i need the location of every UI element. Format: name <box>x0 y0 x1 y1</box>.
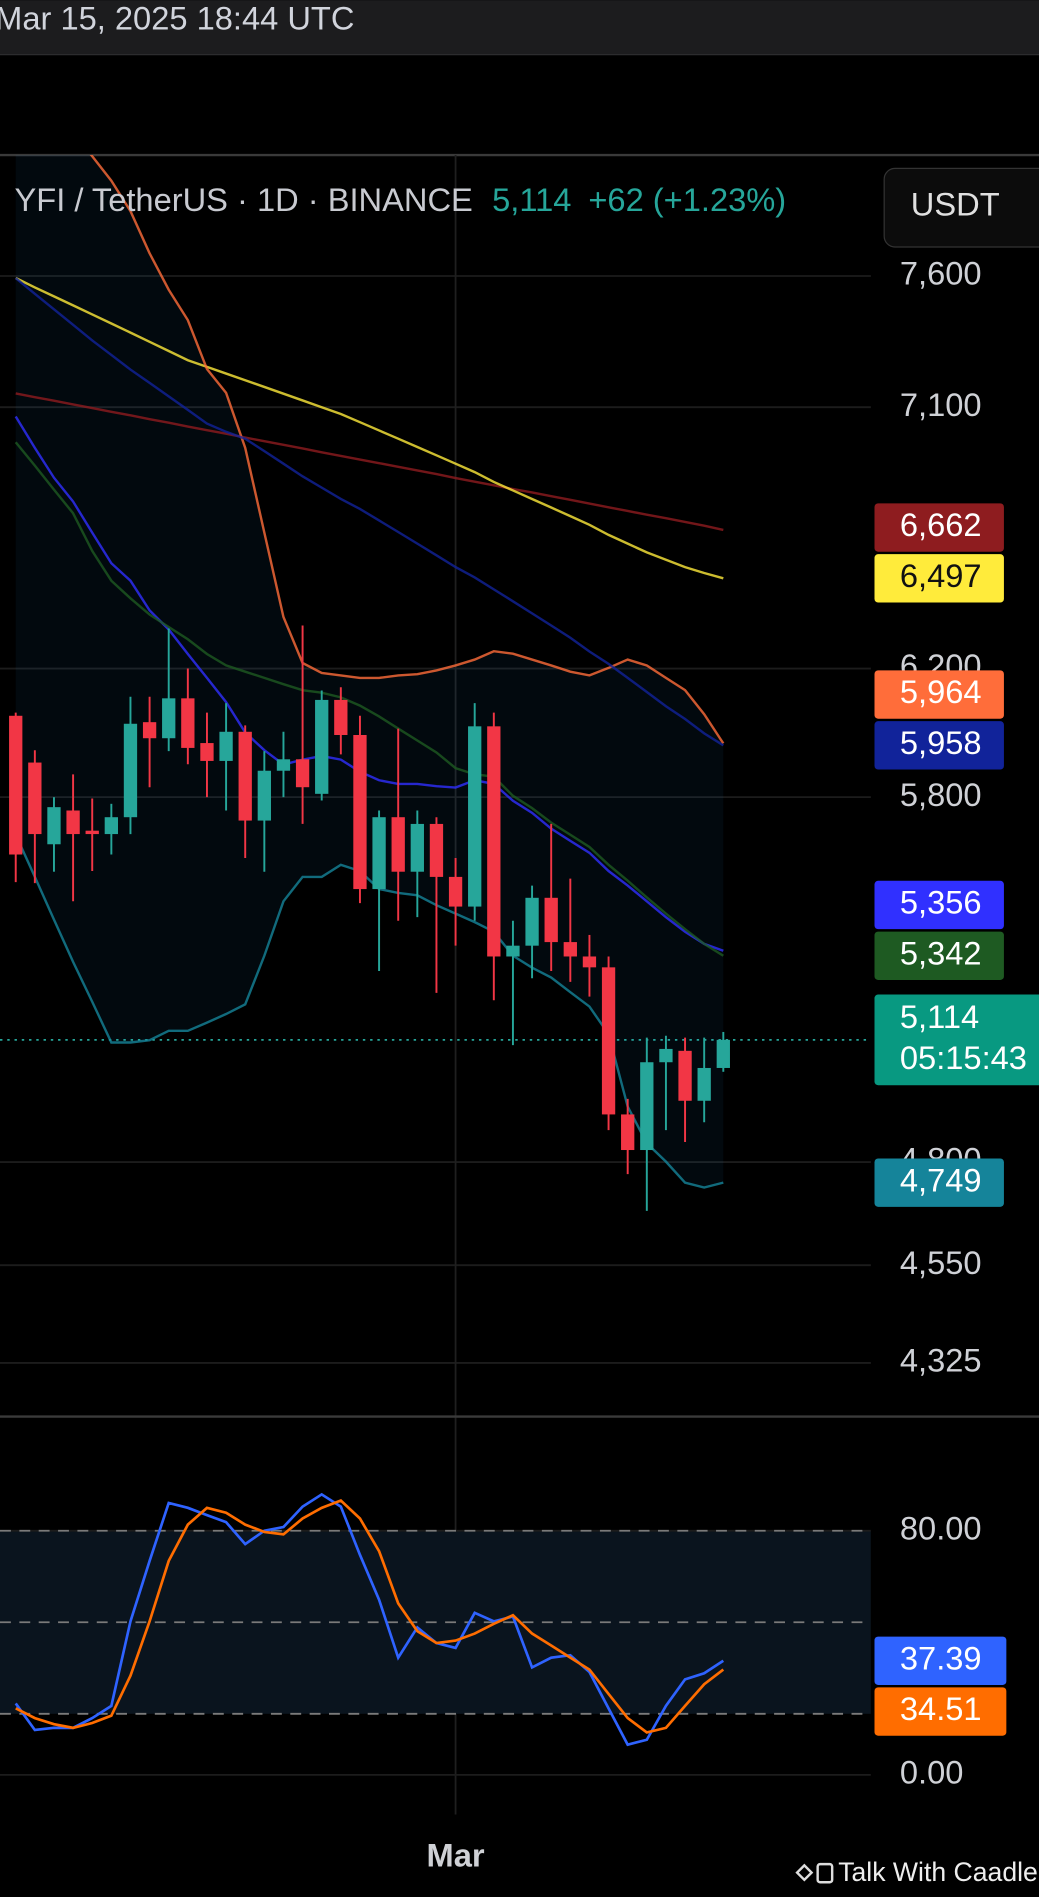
badge-label: 5,958 <box>900 724 982 761</box>
indicator-line <box>14 415 724 952</box>
candle-body <box>200 743 214 761</box>
candle-body <box>448 876 463 907</box>
price-badge <box>874 503 1004 552</box>
price-grid <box>0 155 871 1815</box>
candle-body <box>391 817 405 872</box>
candle-body <box>276 759 291 771</box>
candle-body <box>525 897 539 946</box>
candle-body <box>678 1050 692 1101</box>
price-badge <box>874 554 1004 603</box>
candle-body <box>659 1048 673 1063</box>
currency-button[interactable] <box>883 167 1039 248</box>
datetime: Mar 15, 2025 18:44 UTC <box>0 0 354 36</box>
y-tick-label: 7,600 <box>900 255 982 292</box>
price-badge <box>874 931 1004 980</box>
price-badge <box>874 670 1004 719</box>
currency[interactable]: USDT <box>911 186 1000 223</box>
candle-body <box>487 726 501 957</box>
candle-body <box>410 823 424 872</box>
y-tick-label: 7,100 <box>900 386 982 423</box>
footer-text: Talk With Caadle <box>838 1857 1038 1887</box>
candle-body <box>621 1114 635 1151</box>
candle-body <box>47 807 61 845</box>
price-badge <box>874 1158 1004 1207</box>
candle-body <box>601 967 616 1115</box>
candle-body <box>429 823 444 877</box>
candle-body <box>697 1067 711 1101</box>
candle-body <box>181 698 195 748</box>
candle-body <box>66 810 80 835</box>
candle-body <box>162 698 176 739</box>
candle-body <box>716 1039 730 1068</box>
last-price: 5,114 <box>492 181 571 218</box>
price-badges: 4,749 5,114 05:15:43 5,342 5,356 5,958 5,964 6,… <box>874 503 1039 1736</box>
top-bar <box>0 0 1039 55</box>
badge-label: 4,749 <box>900 1161 982 1198</box>
y-tick-label: 80.00 <box>900 1509 982 1546</box>
candle-body <box>334 699 348 736</box>
badge-label: 5,356 <box>900 884 982 921</box>
oscillator-plot <box>0 1492 871 1776</box>
price-badge <box>874 1636 1007 1685</box>
candle-body <box>219 731 233 761</box>
oscillator-line <box>15 1498 725 1734</box>
candle-body <box>315 699 329 794</box>
candle-body <box>257 770 271 821</box>
badge-label: 34.51 <box>900 1690 982 1727</box>
price-plot <box>9 155 730 1211</box>
indicator-line <box>89 155 725 745</box>
x-tick-label: Mar <box>427 1837 485 1874</box>
candle-body <box>238 731 252 821</box>
oscillator-line <box>14 1492 725 1747</box>
price-badge <box>874 1687 1007 1736</box>
price-badge <box>874 721 1004 770</box>
y-tick-label: 0.00 <box>900 1753 964 1790</box>
candle-body <box>295 759 310 788</box>
candle-body <box>506 945 520 957</box>
badge-label: 6,497 <box>900 557 982 594</box>
candle-body <box>85 830 99 835</box>
badge-label: 6,662 <box>900 506 982 543</box>
indicator-line <box>15 392 724 532</box>
y-tick-label: 4,550 <box>900 1244 982 1281</box>
candle-body <box>9 715 23 855</box>
price-badge <box>874 994 1039 1086</box>
price-badge <box>874 880 1004 930</box>
candle-body <box>582 956 597 968</box>
badge-label: 5,342 <box>900 934 982 971</box>
candle-body <box>640 1062 654 1151</box>
candle-body <box>563 942 577 957</box>
candle-body <box>104 817 118 835</box>
badge-label: 05:15:43 <box>900 1039 1027 1076</box>
candle-body <box>544 897 558 943</box>
candle-body <box>468 726 482 907</box>
indicator-line <box>14 277 724 747</box>
y-tick-label: 5,800 <box>900 776 982 813</box>
badge-label: 37.39 <box>900 1639 982 1676</box>
price-change: +62 (+1.23%) <box>588 181 786 218</box>
candle-body <box>353 735 367 890</box>
indicator-line <box>14 441 724 957</box>
indicator-line <box>15 276 724 580</box>
y-tick-label: 4,325 <box>900 1342 982 1379</box>
candle-body <box>142 722 157 739</box>
candle-body <box>123 723 138 818</box>
badge-label: 5,114 <box>900 998 979 1035</box>
candle-body <box>372 817 386 890</box>
badge-label: 5,964 <box>900 673 982 710</box>
candle-body <box>28 762 42 835</box>
footer-logo <box>795 1862 834 1884</box>
chart-title: YFI / TetherUS · 1D · BINANCE <box>15 181 473 218</box>
